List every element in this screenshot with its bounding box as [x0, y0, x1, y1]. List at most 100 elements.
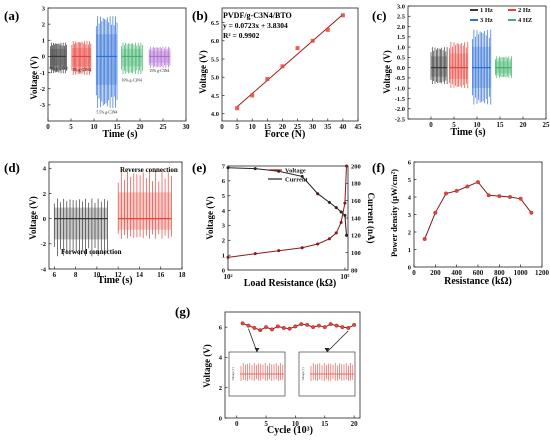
panel-f-xtick-label: 800 — [494, 269, 505, 277]
panel-c-ytick-label: 0.0 — [397, 65, 405, 72]
panel-e-ytick-label: 5 — [222, 193, 226, 200]
panel-e-label: (e) — [192, 160, 206, 175]
panel-f-plot: 0 200 400 600 800 1000 1200 0 1 2 3 4 5 6 — [408, 159, 550, 277]
panel-a-burst — [121, 42, 143, 75]
panel-e-current-point — [316, 192, 320, 196]
panel-a-ytick-label: 1 — [42, 38, 45, 45]
panel-a-series-label: 15% g-C3N4 — [149, 69, 169, 73]
panel-a-xtick-label: 10 — [91, 123, 99, 131]
panel-g-point — [340, 325, 345, 330]
panel-b-label: (b) — [192, 8, 208, 23]
panel-a-burst — [71, 41, 92, 75]
panel-a-ylabel: Voltage (V) — [29, 56, 39, 99]
panel-b-xtick-label: 10 — [249, 123, 257, 131]
panel-e-current-point — [226, 166, 230, 170]
panel-a-series-label: 0% g-C3N4 — [49, 66, 67, 70]
panel-e-ytick-label: 2 — [222, 238, 225, 245]
panel-f-label: (f) — [372, 160, 385, 175]
panel-a-ytick-label: -1 — [40, 70, 45, 77]
panel-f-point — [497, 194, 502, 199]
panel-f-xtick-label: 400 — [451, 269, 462, 277]
panel-f-xtick-label: 1200 — [535, 269, 550, 277]
panel-g-xtick-label: 0 — [235, 420, 239, 428]
panel-a-xtick-label: 0 — [46, 123, 50, 131]
panel-d-label: (d) — [4, 160, 20, 175]
panel-e-right-ytick-label: 120 — [351, 233, 361, 240]
panel-f-point — [454, 188, 459, 193]
panel-f-xtick-label: 1000 — [514, 269, 529, 277]
panel-g-plot: 0 5 10 15 20 0 2 4 6 Voltage (V) Voltage (V) — [219, 311, 361, 428]
panel-d-ytick-label: -4 — [41, 266, 47, 273]
panel-b-xtick-label: 5 — [235, 123, 239, 131]
panel-c-ytick-label: -0.5 — [395, 75, 406, 82]
panel-e-voltage-point — [343, 201, 347, 205]
panel-d-xtick-label: 8 — [74, 271, 78, 279]
panel-e-right-ytick-label: 140 — [351, 215, 361, 222]
panel-e-voltage-point — [334, 231, 338, 235]
panel-e-ylabel-left: Voltage (V) — [205, 196, 215, 239]
panel-a-ytick-label: -3 — [40, 102, 46, 109]
panel-g-point — [305, 322, 310, 327]
panel-e-legend: Voltage Current — [268, 168, 308, 184]
panel-e-ytick-label: 7 — [222, 163, 226, 170]
panel-e-right-ytick-label: 160 — [351, 198, 361, 205]
panel-g-ytick-label: 6 — [219, 324, 223, 331]
panel-c-xtick-label: 0 — [429, 121, 433, 129]
panel-f-ytick-label: 0 — [408, 264, 411, 271]
panel-f-ytick-label: 5 — [408, 177, 412, 184]
panel-a-burst — [148, 46, 171, 68]
panel-a-xlabel: Time (s) — [102, 129, 137, 140]
panel-e-current-line — [227, 167, 347, 236]
panel-g-point — [264, 325, 269, 330]
panel-g-point — [346, 325, 351, 330]
panel-b-plot: 0 5 10 15 20 25 30 35 40 45 4.0 4.5 5.0 5.5 6.0 6.5 — [211, 7, 362, 131]
panel-c-ytick-label: -2.5 — [395, 116, 406, 123]
panel-c-ytick-label: 1.0 — [397, 44, 405, 51]
panel-g-point — [240, 321, 245, 326]
panel-e-current-point — [253, 167, 257, 171]
panel-b-point — [310, 38, 315, 43]
panel-e-voltage-point — [339, 220, 343, 225]
panel-d-burst-forward-fill — [54, 207, 108, 240]
panel-f-point — [465, 184, 470, 189]
panel-c-ytick-label: 1.5 — [397, 34, 406, 41]
panel-c-xtick-label: 15 — [497, 121, 505, 129]
panel-b-point — [265, 77, 270, 82]
panel-e-legend-label: Voltage — [285, 168, 306, 175]
panel-a-series-label: 2% g-C3N4 — [72, 68, 90, 72]
panel-g-inset-right-arrow-line — [326, 330, 349, 353]
panel-g-ytick-label: 0 — [219, 415, 222, 422]
panel-g-point — [293, 324, 298, 329]
panel-c-ytick-label: 2.0 — [397, 24, 405, 31]
panel-e-current-point — [300, 174, 304, 178]
panel-a-xtick-label: 15 — [114, 123, 122, 131]
panel-c-xtick-label: 25 — [543, 121, 550, 129]
panel-e-voltage-point — [344, 164, 349, 168]
panel-f-ytick-label: 3 — [408, 212, 412, 219]
panel-a-burst — [95, 16, 118, 109]
panel-e-xtick-label: 10² — [223, 273, 232, 281]
panel-a-ytick-label: -2 — [40, 86, 45, 93]
panel-g-point — [299, 322, 304, 327]
panel-c: (c) 0 5 10 15 20 25 -2.5 -2.0 -1.5 -1.0 -0.5 0.0 0.5… — [372, 3, 550, 138]
panel-g: (g) 0 5 10 15 20 0 2 4 6 Voltage (V) Voltage (V) V… — [175, 304, 361, 436]
panel-g-frame — [224, 311, 361, 419]
panel-g-inset-right-arrow-head — [324, 348, 330, 352]
panel-g-inset-left-ylabel: Voltage (V) — [232, 367, 235, 380]
panel-a: (a) 0 5 10 15 20 25 30 -3 -2 -1 0 1 2 3 0% g-C3N4 2% g-… — [4, 5, 190, 140]
panel-b-title: PVDF/g-C3N4/BTO — [223, 11, 292, 20]
panel-b-xtick-label: 0 — [220, 123, 224, 131]
panel-e-right-ytick-label: 180 — [351, 181, 361, 188]
panel-d-xlabel: Time (s) — [97, 275, 132, 286]
panel-f: (f) 0 200 400 600 800 1000 1200 0 1 2 3 4 5 6 Power d… — [372, 159, 550, 287]
panel-e-ytick-label: 1 — [222, 252, 225, 259]
panel-g-inset-right-ylabel: Voltage (V) — [302, 367, 305, 380]
panel-c-burst-spikes — [449, 42, 469, 89]
panel-a-burst-spikes — [121, 42, 143, 75]
panel-g-inset-right: Voltage (V) — [298, 330, 356, 397]
panel-g-ylabel: Voltage (V) — [202, 344, 212, 387]
panel-d: (d) 6 8 10 12 14 16 18 -4 -2 0 2 4 Reverse connecti… — [4, 160, 186, 286]
panel-e-voltage-point — [327, 237, 331, 241]
panel-c-legend-label: 2 Hz — [518, 7, 531, 14]
